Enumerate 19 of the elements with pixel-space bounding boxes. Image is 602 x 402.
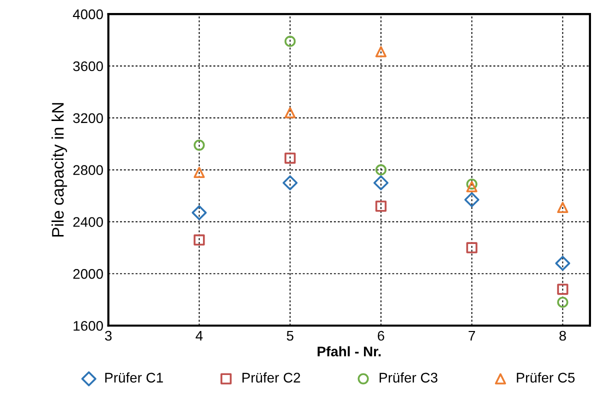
y-tick-label: 2000 [73, 269, 103, 279]
legend-label: Prüfer C3 [380, 372, 438, 383]
y-tick-label: 2400 [73, 217, 103, 227]
y-tick-label: 3600 [73, 61, 103, 72]
y-tick-label: 1600 [74, 320, 103, 331]
x-tick-label: 4 [196, 330, 203, 341]
x-tick-label: 7 [468, 330, 475, 341]
x-tick-label: 6 [378, 330, 384, 341]
y-tick-label: 3200 [73, 113, 103, 124]
legend-label: Prüfer C5 [516, 372, 575, 383]
x-tick-label: 5 [286, 330, 294, 341]
x-axis-title: Pfahl - Nr. [318, 346, 381, 356]
y-tick-label: 2800 [73, 165, 103, 176]
y-tick-label: 4000 [72, 9, 103, 20]
legend-label: Prüfer C1 [105, 372, 163, 383]
y-axis-title: Pile capacity in kN [52, 103, 68, 237]
legend-label: Prüfer C2 [242, 372, 300, 383]
x-tick-label: 8 [559, 330, 566, 341]
x-tick-label: 3 [105, 330, 112, 341]
